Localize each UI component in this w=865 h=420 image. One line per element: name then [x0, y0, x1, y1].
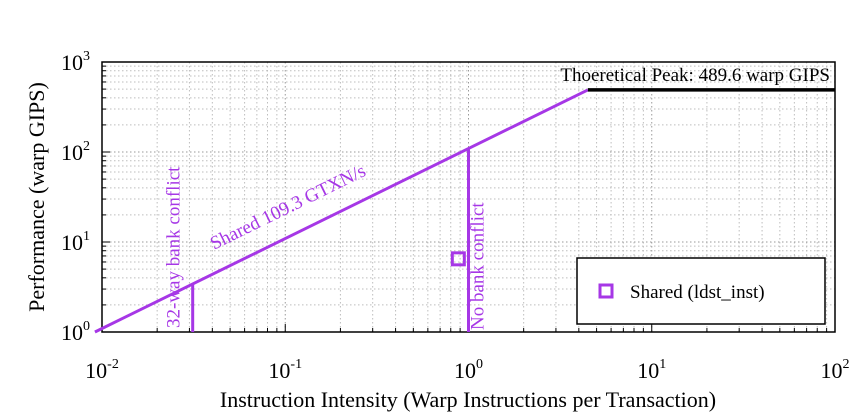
data-point-shared	[450, 251, 466, 267]
shared-bandwidth-line	[94, 88, 589, 334]
x-tick-label: 10-1	[268, 357, 302, 383]
y-tick-label: 101	[61, 229, 90, 255]
shared-bandwidth-label: Shared 109.3 GTXN/s	[207, 160, 369, 254]
theoretical-peak-label: Thoeretical Peak: 489.6 warp GIPS	[560, 65, 830, 86]
y-axis-label: Performance (warp GIPS)	[24, 82, 49, 312]
wall-label-32-way: 32-way bank conflict	[164, 166, 185, 328]
legend-box	[576, 257, 826, 325]
legend: Shared (ldst_inst)	[576, 257, 826, 325]
legend-entry-shared: Shared (ldst_inst)	[630, 282, 765, 303]
x-tick-label: 10-2	[85, 357, 119, 383]
legend-marker-square	[598, 283, 614, 299]
y-tick-label: 103	[61, 49, 90, 75]
x-tick-label: 102	[821, 357, 850, 383]
labels: Instruction Intensity (Warp Instructions…	[24, 82, 716, 412]
x-axis-label: Instruction Intensity (Warp Instructions…	[220, 387, 716, 412]
y-tick-label: 100	[61, 319, 90, 345]
wall-label-no-conflict: No bank conflict	[468, 202, 489, 330]
axis-ticks: 10-2 10-1 100 101 102 100 101 102 103	[61, 49, 850, 383]
y-tick-label: 102	[61, 139, 90, 165]
x-tick-label: 101	[637, 357, 666, 383]
x-tick-label: 100	[454, 357, 483, 383]
